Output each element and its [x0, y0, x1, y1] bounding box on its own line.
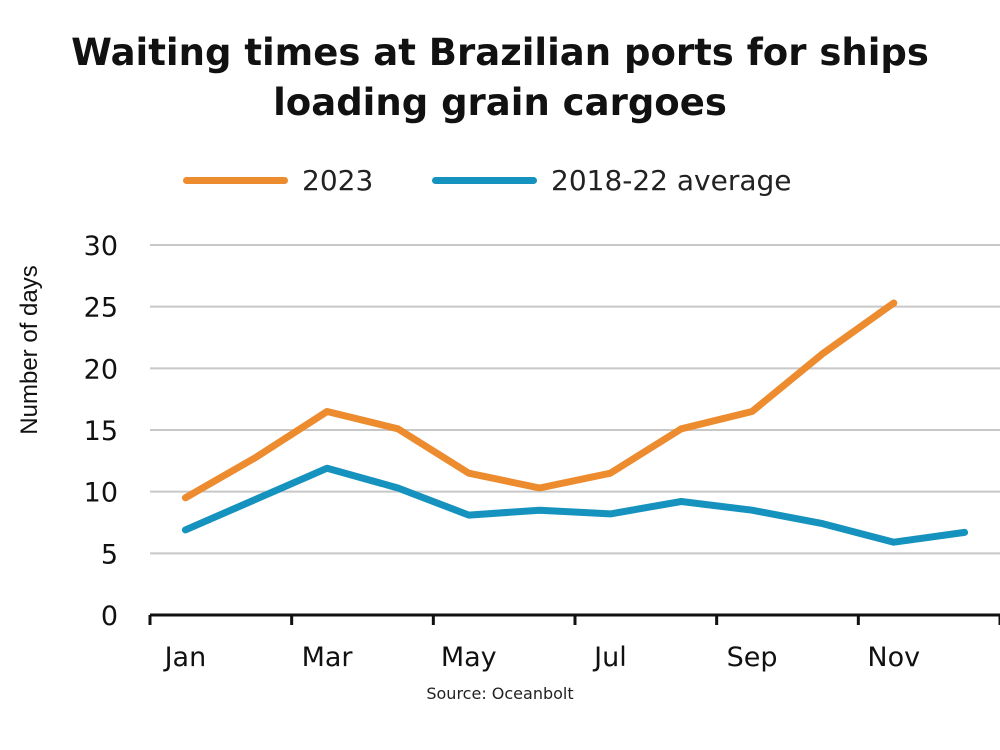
legend-item-2023: 2023	[183, 158, 373, 202]
x-tick-label-jul: Jul	[592, 642, 627, 673]
series-lines	[181, 299, 969, 546]
series-line-average	[181, 464, 969, 546]
legend: 2023 2018-22 average	[0, 158, 1000, 202]
x-tick-label-jan: Jan	[163, 642, 207, 673]
x-axis: Jan Mar May Jul Sep Nov	[148, 613, 1000, 673]
legend-swatch-average	[432, 176, 537, 184]
x-tick-label-nov: Nov	[867, 642, 920, 673]
y-tick-label-30: 30	[84, 231, 118, 262]
x-tick-label-may: May	[441, 642, 497, 673]
legend-item-average: 2018-22 average	[432, 158, 792, 202]
y-tick-label-0: 0	[101, 601, 118, 632]
series-line-2023	[181, 299, 898, 502]
x-tick-label-sep: Sep	[727, 642, 778, 673]
legend-swatch-2023	[183, 176, 288, 184]
chart-title: Waiting times at Brazilian ports for shi…	[71, 31, 929, 124]
y-tick-label-5: 5	[101, 539, 118, 570]
source-note: Source: Oceanbolt	[426, 684, 574, 703]
x-tick-label-mar: Mar	[302, 642, 354, 673]
legend-label-average: 2018-22 average	[551, 163, 792, 197]
y-tick-label-10: 10	[84, 478, 118, 509]
legend-label-2023: 2023	[302, 163, 374, 197]
y-axis-ticks: 0 5 10 15 20 25 30	[84, 231, 118, 632]
y-tick-label-25: 25	[84, 293, 118, 324]
gridlines	[150, 244, 1000, 555]
y-tick-label-15: 15	[84, 416, 118, 447]
y-tick-label-20: 20	[84, 354, 118, 385]
